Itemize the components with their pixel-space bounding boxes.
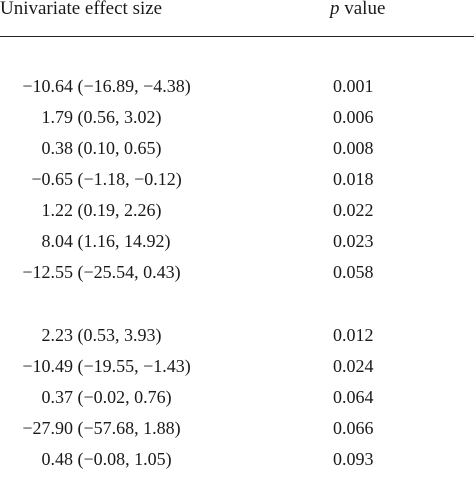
p-value-label: value — [339, 0, 386, 19]
confidence-interval: (0.19, 2.26) — [77, 200, 162, 220]
p-value-cell: 0.093 — [333, 449, 374, 469]
estimate-value: 0.48 — [41, 449, 74, 469]
table-row: 1.79 (0.56, 3.02) 0.006 — [0, 107, 474, 137]
effect-size-cell: 8.04 (1.16, 14.92) — [0, 231, 220, 252]
estimate-value: 1.22 — [41, 200, 74, 220]
table-row: −10.64 (−16.89, −4.38) 0.001 — [0, 76, 474, 106]
estimate-value: −27.90 — [22, 418, 73, 438]
table-row: 2.23 (0.53, 3.93) 0.012 — [0, 325, 474, 355]
p-value-cell: 0.001 — [333, 76, 374, 96]
confidence-interval: (−0.02, 0.76) — [77, 387, 172, 407]
p-value-cell: 0.018 — [333, 169, 374, 189]
p-value-cell: 0.022 — [333, 200, 374, 220]
effect-size-cell: −10.49 (−19.55, −1.43) — [0, 356, 220, 377]
effect-size-cell: 1.22 (0.19, 2.26) — [0, 200, 220, 221]
table-row: 8.04 (1.16, 14.92) 0.023 — [0, 231, 474, 261]
table-row: −12.55 (−25.54, 0.43) 0.058 — [0, 262, 474, 292]
table-header: Univariate effect size p value — [0, 0, 474, 30]
table-row: 1.22 (0.19, 2.26) 0.022 — [0, 200, 474, 230]
p-value-cell: 0.023 — [333, 231, 374, 251]
confidence-interval: (1.16, 14.92) — [77, 231, 171, 251]
table-row: 0.37 (−0.02, 0.76) 0.064 — [0, 387, 474, 417]
confidence-interval: (−25.54, 0.43) — [77, 262, 181, 282]
effect-size-cell: 0.37 (−0.02, 0.76) — [0, 387, 220, 408]
effect-size-column-header: Univariate effect size — [0, 0, 163, 19]
effect-size-cell: −12.55 (−25.54, 0.43) — [0, 262, 220, 283]
table-row: −27.90 (−57.68, 1.88) 0.066 — [0, 418, 474, 448]
table-row: −0.65 (−1.18, −0.12) 0.018 — [0, 169, 474, 199]
effect-size-cell: 0.38 (0.10, 0.65) — [0, 138, 220, 159]
estimate-value: −10.64 — [22, 76, 73, 96]
effect-size-cell: 0.48 (−0.08, 1.05) — [0, 449, 220, 470]
table-row: −10.49 (−19.55, −1.43) 0.024 — [0, 356, 474, 386]
estimate-value: 0.37 — [41, 387, 74, 407]
effect-size-cell: 2.23 (0.53, 3.93) — [0, 325, 220, 346]
header-divider — [0, 36, 474, 37]
effect-size-cell: −0.65 (−1.18, −0.12) — [0, 169, 220, 190]
estimate-value: −10.49 — [22, 356, 73, 376]
confidence-interval: (−1.18, −0.12) — [77, 169, 182, 189]
p-value-cell: 0.012 — [333, 325, 374, 345]
confidence-interval: (0.56, 3.02) — [77, 107, 162, 127]
estimate-value: −12.55 — [22, 262, 73, 282]
effect-size-cell: 1.79 (0.56, 3.02) — [0, 107, 220, 128]
p-value-cell: 0.008 — [333, 138, 374, 158]
confidence-interval: (−16.89, −4.38) — [77, 76, 191, 96]
estimate-value: −0.65 — [31, 169, 73, 189]
table-row: 0.48 (−0.08, 1.05) 0.093 — [0, 449, 474, 479]
p-value-cell: 0.064 — [333, 387, 374, 407]
p-value-cell: 0.006 — [333, 107, 374, 127]
p-value-cell: 0.058 — [333, 262, 374, 282]
estimate-value: 1.79 — [41, 107, 74, 127]
p-value-cell: 0.066 — [333, 418, 374, 438]
confidence-interval: (−0.08, 1.05) — [77, 449, 172, 469]
confidence-interval: (0.53, 3.93) — [77, 325, 162, 345]
confidence-interval: (0.10, 0.65) — [77, 138, 162, 158]
p-symbol: p — [330, 0, 340, 19]
confidence-interval: (−57.68, 1.88) — [77, 418, 181, 438]
p-value-column-header: p value — [330, 0, 385, 20]
table-row: 0.38 (0.10, 0.65) 0.008 — [0, 138, 474, 168]
p-value-cell: 0.024 — [333, 356, 374, 376]
estimate-value: 0.38 — [41, 138, 74, 158]
estimate-value: 2.23 — [41, 325, 74, 345]
effect-size-cell: −27.90 (−57.68, 1.88) — [0, 418, 220, 439]
estimate-value: 8.04 — [41, 231, 74, 251]
confidence-interval: (−19.55, −1.43) — [77, 356, 191, 376]
effect-size-cell: −10.64 (−16.89, −4.38) — [0, 76, 220, 97]
